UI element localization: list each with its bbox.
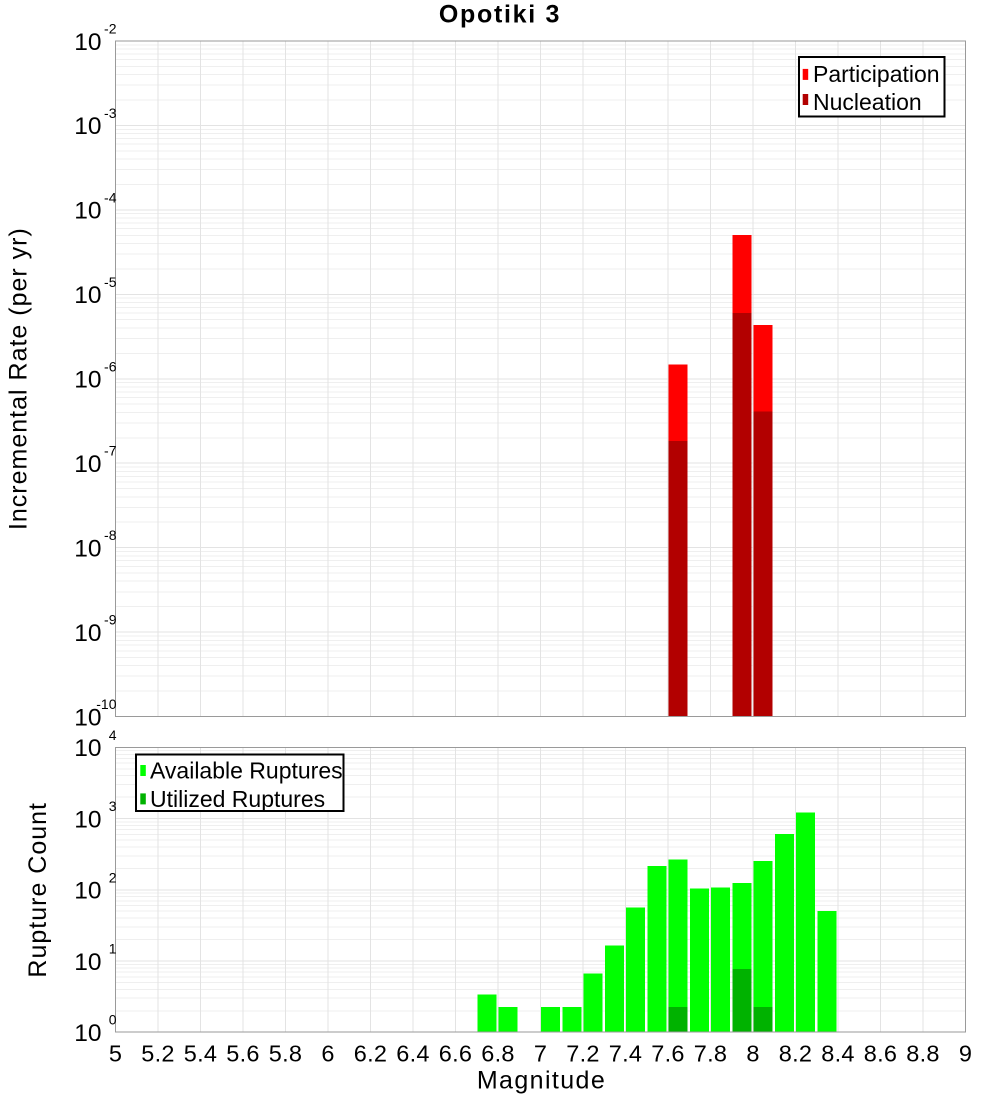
svg-text:10: 10 [74,282,101,309]
svg-text:-7: -7 [104,443,117,459]
svg-text:8: 8 [746,1041,759,1067]
svg-text:-3: -3 [104,105,117,121]
svg-text:8.4: 8.4 [821,1041,854,1067]
svg-text:7.6: 7.6 [651,1041,684,1067]
svg-text:10: 10 [74,535,101,562]
svg-text:10: 10 [74,367,101,394]
svg-text:1: 1 [109,941,117,957]
svg-text:-10: -10 [96,696,116,712]
svg-text:Rupture Count: Rupture Count [24,802,52,978]
svg-text:9: 9 [959,1041,972,1067]
svg-text:-8: -8 [104,527,117,543]
svg-text:10: 10 [74,1020,101,1047]
svg-text:5.2: 5.2 [141,1041,174,1067]
svg-text:Available Ruptures: Available Ruptures [150,758,343,784]
svg-text:5: 5 [109,1041,122,1067]
svg-text:Opotiki 3: Opotiki 3 [439,0,561,28]
svg-text:-5: -5 [104,274,117,290]
svg-text:5.4: 5.4 [184,1041,217,1067]
svg-text:2: 2 [109,869,117,885]
svg-text:10: 10 [74,198,101,225]
svg-text:Magnitude: Magnitude [477,1067,606,1095]
svg-text:6.6: 6.6 [439,1041,472,1067]
svg-text:10: 10 [74,620,101,647]
svg-text:-4: -4 [104,189,117,205]
svg-text:7.8: 7.8 [694,1041,727,1067]
svg-text:5.8: 5.8 [269,1041,302,1067]
svg-text:8.2: 8.2 [779,1041,812,1067]
svg-text:10: 10 [74,878,101,905]
svg-text:-9: -9 [104,612,117,628]
svg-text:6: 6 [321,1041,334,1067]
svg-text:-6: -6 [104,358,117,374]
svg-text:0: 0 [109,1012,117,1028]
svg-text:4: 4 [109,727,117,743]
svg-text:8.8: 8.8 [906,1041,939,1067]
svg-text:8.6: 8.6 [864,1041,897,1067]
svg-text:Participation: Participation [813,61,940,87]
svg-text:7: 7 [534,1041,547,1067]
svg-text:7.4: 7.4 [609,1041,642,1067]
svg-text:10: 10 [74,29,101,56]
svg-text:3: 3 [109,798,117,814]
svg-text:10: 10 [74,113,101,140]
svg-text:10: 10 [74,451,101,478]
svg-text:Incremental Rate (per yr): Incremental Rate (per yr) [5,227,33,530]
svg-text:6.8: 6.8 [481,1041,514,1067]
svg-text:10: 10 [74,704,101,731]
svg-text:10: 10 [74,949,101,976]
svg-text:6.4: 6.4 [396,1041,429,1067]
svg-text:Nucleation: Nucleation [813,89,922,115]
svg-text:6.2: 6.2 [354,1041,387,1067]
svg-text:10: 10 [74,806,101,833]
svg-text:7.2: 7.2 [566,1041,599,1067]
svg-text:10: 10 [74,735,101,762]
svg-text:Utilized Ruptures: Utilized Ruptures [150,786,325,812]
svg-text:5.6: 5.6 [226,1041,259,1067]
svg-text:-2: -2 [104,21,117,37]
